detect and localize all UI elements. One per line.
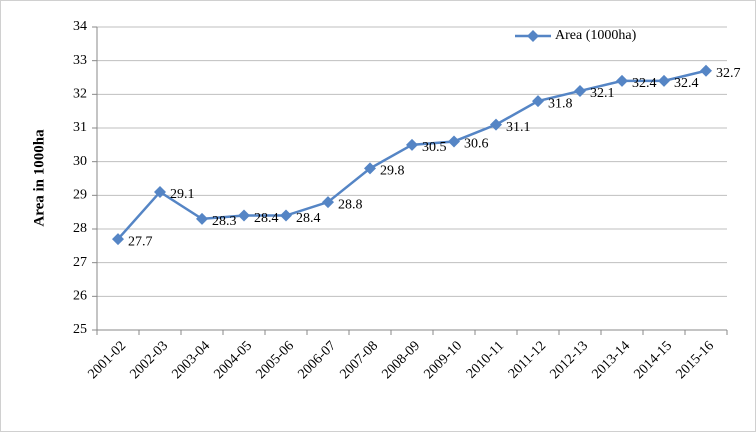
marker bbox=[658, 74, 670, 87]
data-label: 28.8 bbox=[338, 197, 363, 212]
data-label: 31.1 bbox=[506, 120, 531, 135]
data-label: 28.4 bbox=[296, 211, 321, 226]
marker bbox=[532, 95, 544, 108]
data-label: 32.4 bbox=[632, 76, 657, 91]
data-label: 30.5 bbox=[422, 140, 447, 155]
data-label: 30.6 bbox=[464, 137, 489, 152]
y-tick-label: 31 bbox=[73, 120, 87, 135]
marker bbox=[322, 196, 334, 209]
y-tick-label: 27 bbox=[73, 255, 87, 270]
marker bbox=[700, 64, 712, 77]
y-tick-label: 33 bbox=[73, 53, 87, 68]
data-label: 32.1 bbox=[590, 86, 615, 101]
data-label: 31.8 bbox=[548, 96, 573, 111]
data-label: 32.7 bbox=[716, 66, 741, 81]
marker bbox=[154, 185, 166, 198]
marker bbox=[448, 135, 460, 148]
data-label: 29.1 bbox=[170, 187, 195, 202]
data-label: 27.7 bbox=[128, 234, 153, 249]
data-label: 28.3 bbox=[212, 214, 237, 229]
marker bbox=[238, 209, 250, 222]
legend-label: Area (1000ha) bbox=[555, 28, 637, 43]
marker bbox=[406, 138, 418, 151]
marker bbox=[280, 209, 292, 222]
y-tick-label: 26 bbox=[73, 289, 87, 304]
marker bbox=[490, 118, 502, 131]
y-tick-label: 28 bbox=[73, 221, 87, 236]
y-tick-label: 34 bbox=[73, 19, 87, 34]
y-tick-label: 29 bbox=[73, 188, 87, 203]
y-tick-label: 32 bbox=[73, 87, 87, 102]
marker bbox=[616, 74, 628, 87]
marker bbox=[574, 84, 586, 97]
legend-marker bbox=[527, 30, 539, 42]
y-axis-title: Area in 1000ha bbox=[31, 129, 47, 227]
marker bbox=[364, 162, 376, 175]
data-label: 32.4 bbox=[674, 76, 699, 91]
y-tick-label: 30 bbox=[73, 154, 87, 169]
marker bbox=[112, 233, 124, 246]
data-label: 29.8 bbox=[380, 164, 405, 179]
y-tick-label: 25 bbox=[73, 322, 87, 337]
data-label: 28.4 bbox=[254, 211, 279, 226]
marker bbox=[196, 212, 208, 225]
